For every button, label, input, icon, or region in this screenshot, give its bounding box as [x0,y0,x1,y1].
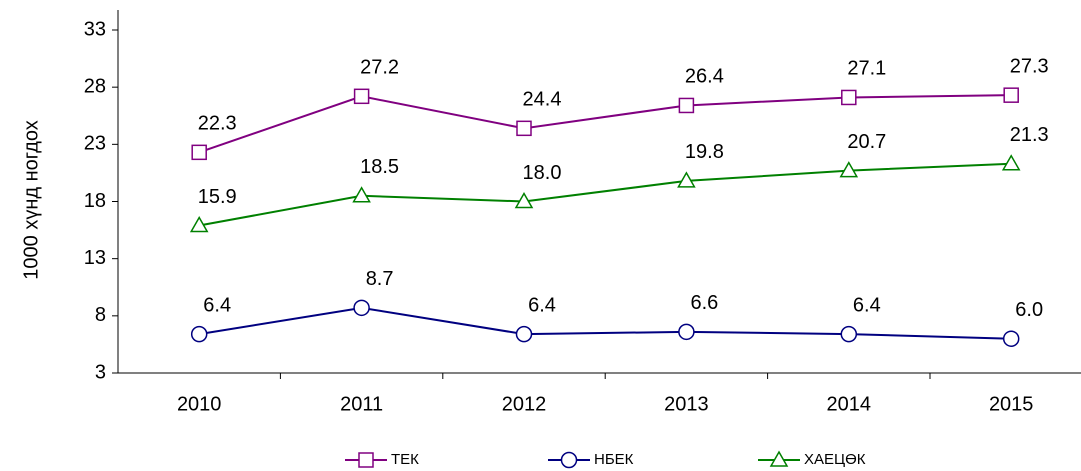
marker [353,88,370,105]
marker [839,161,859,178]
data-label: 18.5 [360,156,399,178]
legend-marker [358,452,374,468]
y-tick-label: 13 [84,247,106,269]
data-label: 6.6 [690,292,718,314]
y-tick-label: 8 [95,304,106,326]
marker [353,299,370,317]
legend-marker [769,450,789,467]
data-label: 6.4 [203,294,231,316]
legend-label: НБЕК [594,451,634,468]
data-label: 15.9 [198,186,237,208]
marker [841,89,857,106]
x-tick-label: 2011 [340,393,383,415]
x-tick-label: 2014 [827,393,872,415]
marker [678,97,695,114]
x-tick-label: 2015 [989,393,1034,415]
data-label: 27.2 [360,57,399,79]
data-label: 6.4 [528,294,556,316]
marker [515,325,533,343]
x-tick-label: 2012 [502,393,547,415]
data-label: 6.0 [1015,299,1043,321]
y-tick-label: 3 [95,361,106,383]
marker [190,325,208,343]
legend-label: ТЕК [391,451,419,468]
x-tick-label: 2013 [664,393,709,415]
marker [677,171,696,188]
series-line [199,306,1012,340]
data-label: 21.3 [1010,124,1049,146]
legend-label: ХАЕЦӨК [804,451,866,468]
x-tick-label: 2010 [177,393,222,415]
legend-marker [560,451,578,469]
data-label: 19.8 [685,141,724,163]
y-tick-label: 18 [84,190,106,212]
data-label: 27.1 [847,58,886,80]
y-tick-label: 33 [84,18,106,40]
marker [1003,87,1019,103]
marker [191,144,207,161]
marker [189,215,209,233]
series-line [199,162,1012,227]
marker [1002,330,1020,347]
marker [514,191,534,209]
data-label: 6.4 [853,294,881,316]
data-label: 20.7 [847,131,886,153]
y-tick-label: 28 [84,75,106,97]
data-label: 18.0 [523,162,562,184]
y-tick-label: 23 [84,133,106,155]
data-label: 26.4 [685,66,724,88]
data-label: 22.3 [198,113,237,135]
marker [678,323,695,341]
y-axis-label: 1000 хүнд ногдох [20,120,42,279]
marker [840,325,858,343]
marker [1001,154,1021,171]
marker [516,120,532,137]
series-line [198,94,1012,154]
data-label: 24.4 [523,89,562,111]
data-label: 27.3 [1010,55,1049,77]
marker [352,186,371,203]
data-label: 8.7 [366,268,394,290]
